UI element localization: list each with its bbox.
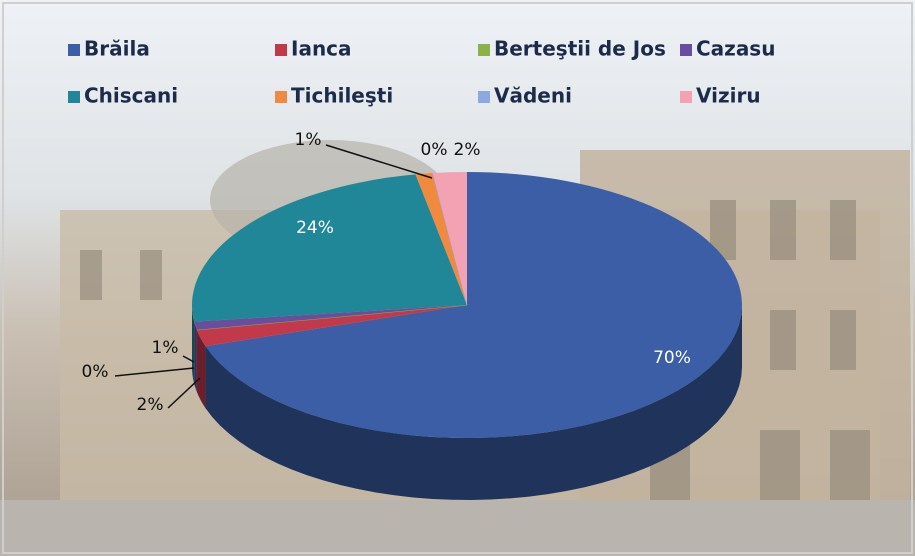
legend-marker	[68, 91, 80, 103]
legend-marker	[275, 91, 287, 103]
leader-line	[114, 367, 195, 377]
legend-marker	[478, 91, 490, 103]
pie-side	[192, 305, 195, 384]
legend-label: Chiscani	[84, 84, 178, 108]
legend-marker	[68, 44, 80, 56]
legend-marker	[680, 44, 692, 56]
pie-slice	[192, 174, 468, 322]
pie-slice	[432, 172, 467, 305]
legend-marker	[680, 91, 692, 103]
legend-label: Brăila	[84, 37, 150, 61]
leader-line	[182, 355, 195, 363]
data-label: 1%	[295, 130, 322, 150]
legend-label: Vădeni	[494, 84, 572, 108]
pie-side	[196, 329, 206, 409]
legend-marker	[478, 44, 490, 56]
leader-line	[325, 144, 433, 179]
legend-label: Viziru	[696, 84, 761, 108]
pie-side	[194, 321, 197, 392]
legend-label: Tichileşti	[291, 84, 393, 108]
leader-line	[167, 377, 201, 409]
data-label: 2%	[454, 140, 481, 160]
data-label: 70%	[653, 348, 691, 368]
legend-marker	[275, 44, 287, 56]
legend-label: Cazasu	[696, 37, 775, 61]
data-label: 2%	[137, 395, 164, 415]
pie-slice	[415, 173, 467, 305]
legend-label: Berteştii de Jos	[494, 37, 666, 61]
pie-slice	[196, 305, 467, 347]
data-label: 0%	[82, 362, 109, 382]
pie-slice	[194, 305, 467, 330]
pie-slice	[432, 172, 468, 306]
data-label: 1%	[152, 338, 179, 358]
pie-side	[205, 305, 742, 500]
pie-slice	[205, 172, 742, 438]
data-label: 24%	[296, 218, 334, 238]
legend-label: Ianca	[291, 37, 352, 61]
data-label: 0%	[421, 140, 448, 160]
